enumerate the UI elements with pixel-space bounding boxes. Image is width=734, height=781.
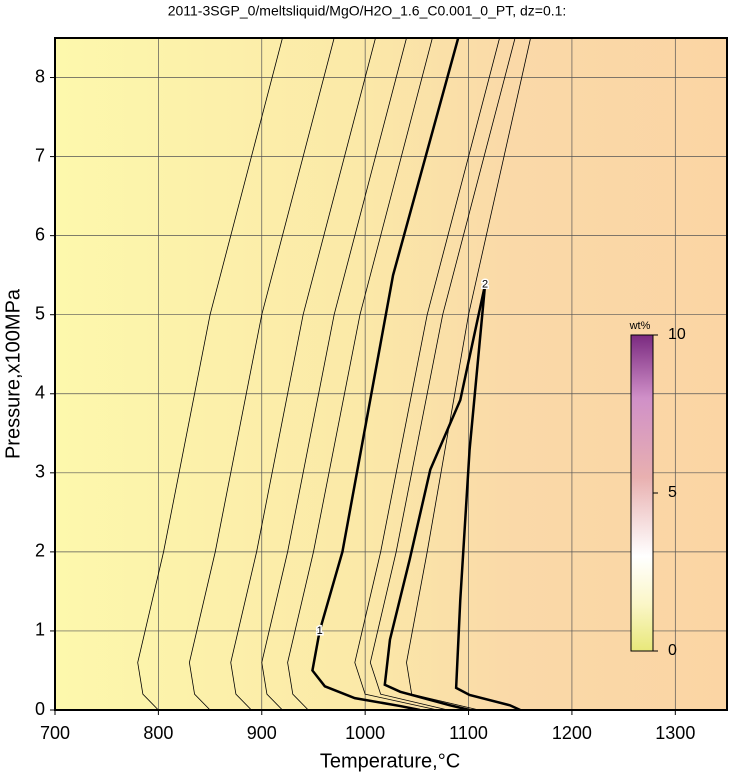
plot-frame [54,37,728,711]
x-tick-label: 900 [247,723,277,743]
x-axis-label: Temperature,°C [320,750,460,772]
colorbar-tick-label: 10 [668,326,686,343]
y-tick-label: 4 [35,383,45,403]
contour-line [287,38,433,710]
contour-line [230,38,376,710]
y-tick-label: 2 [35,541,45,561]
colorbar [630,334,654,652]
x-tick-label: 1200 [552,723,592,743]
x-tick-label: 1100 [449,723,488,743]
contour-line [188,38,335,710]
x-tick-label: 700 [40,723,70,743]
contour-label: 1 [317,625,323,637]
contour-line [137,38,283,710]
colorbar-label: wt% [629,320,651,332]
chart-title: 2011-3SGP_0/meltsliquid/MgO/H2O_1.6_C0.0… [168,3,567,19]
plot-background [55,38,727,710]
contour-line [354,38,500,710]
y-tick-label: 5 [35,303,45,323]
x-tick-label: 1300 [655,723,695,743]
contour-line-bold [311,38,460,710]
x-tick-label: 1000 [345,723,385,743]
x-tick-label: 800 [143,723,173,743]
contour-label: 2 [482,279,488,291]
y-tick-label: 3 [35,462,45,482]
y-tick-label: 6 [35,224,45,244]
colorbar-tick-label: 0 [668,642,677,659]
y-tick-label: 7 [35,145,45,165]
contour-line [406,38,531,710]
colorbar-tick-label: 5 [668,484,677,501]
y-tick-label: 0 [35,699,45,719]
y-tick-label: 8 [35,66,45,86]
y-axis-label: Pressure,x100MPa [2,288,24,459]
contour-line [261,38,407,710]
y-tick-label: 1 [35,620,45,640]
contour-line-bold [383,284,521,710]
contour-line [369,38,516,710]
